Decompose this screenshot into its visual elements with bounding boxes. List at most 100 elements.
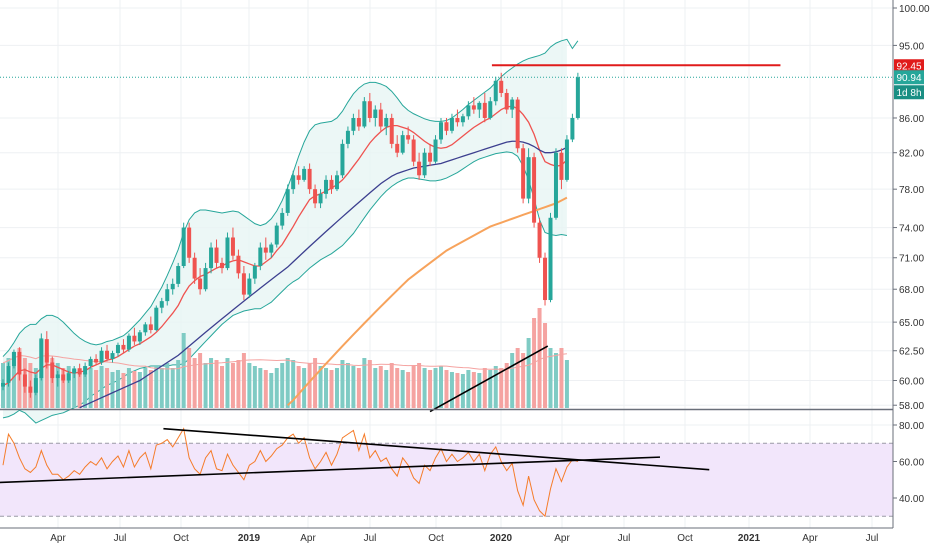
volume-bar bbox=[88, 368, 93, 408]
volume-bar bbox=[543, 323, 548, 408]
timeframe-badge: 1d 8h bbox=[896, 88, 921, 99]
volume-bar bbox=[72, 370, 77, 408]
volume-bar bbox=[356, 368, 361, 408]
candle bbox=[83, 362, 88, 377]
candle bbox=[482, 92, 487, 123]
volume-bar bbox=[334, 368, 339, 408]
candle bbox=[411, 135, 416, 167]
volume-bar bbox=[154, 366, 159, 408]
candle bbox=[105, 344, 110, 362]
volume-bar bbox=[433, 368, 438, 408]
candle bbox=[384, 113, 389, 136]
candle bbox=[526, 148, 531, 204]
candle-body bbox=[351, 117, 356, 131]
candle-body bbox=[44, 339, 49, 363]
volume-bar bbox=[99, 366, 104, 408]
candle bbox=[373, 105, 378, 127]
rsi-tick-label: 40.00 bbox=[899, 494, 924, 505]
time-tick-label: Oct bbox=[173, 533, 189, 544]
volume-bar bbox=[400, 370, 405, 408]
candle-body bbox=[302, 168, 307, 180]
volume-bar bbox=[444, 370, 449, 408]
volume-bar bbox=[559, 348, 564, 408]
volume-bar bbox=[225, 358, 230, 408]
candle bbox=[66, 370, 71, 383]
volume-bar bbox=[477, 373, 482, 408]
candle-body bbox=[417, 161, 422, 176]
timeframe-badge-background bbox=[894, 85, 924, 100]
volume-bar bbox=[209, 358, 214, 408]
volume-bar bbox=[521, 353, 526, 408]
trendline bbox=[163, 427, 710, 471]
volume-bar bbox=[313, 358, 318, 408]
volume-bar bbox=[77, 368, 82, 408]
candle bbox=[28, 380, 33, 398]
volume-bar bbox=[203, 363, 208, 408]
candle bbox=[88, 356, 93, 369]
candle-body bbox=[477, 102, 482, 110]
time-tick-label: Apr bbox=[802, 533, 818, 544]
candle bbox=[324, 175, 329, 199]
candle-body bbox=[400, 135, 405, 153]
candle bbox=[406, 126, 411, 144]
candle-body bbox=[329, 179, 334, 190]
candle-body bbox=[280, 212, 285, 226]
candle-body bbox=[148, 324, 153, 331]
last-price-label: 90.94 bbox=[896, 73, 921, 84]
candle-body bbox=[115, 344, 120, 354]
candle-body bbox=[488, 101, 493, 118]
volume-bar bbox=[449, 372, 454, 408]
candle-body bbox=[515, 99, 520, 149]
last-price-label-background bbox=[894, 70, 924, 85]
axes: 100.00 95.00 86.00 82.00 78.00 74.00 71.00 68.0… bbox=[0, 0, 930, 544]
candle-body bbox=[499, 80, 504, 93]
candle-body bbox=[176, 266, 181, 284]
candle bbox=[99, 347, 104, 365]
candle bbox=[165, 283, 170, 306]
candle-body bbox=[367, 101, 372, 118]
candlesticks bbox=[1, 72, 580, 398]
price-tick-label: 74.00 bbox=[899, 224, 924, 235]
volume-bar bbox=[455, 373, 460, 408]
candle bbox=[477, 101, 482, 118]
volume-bar bbox=[274, 368, 279, 408]
price-tick-label: 86.00 bbox=[899, 114, 924, 125]
time-tick-label: Oct bbox=[677, 533, 693, 544]
candle-body bbox=[444, 122, 449, 131]
volume-bar bbox=[192, 358, 197, 408]
candle bbox=[455, 109, 460, 127]
volume-bar bbox=[143, 368, 148, 408]
candle bbox=[504, 88, 509, 114]
candle bbox=[291, 170, 296, 194]
price-tick-label: 60.00 bbox=[899, 376, 924, 387]
candle-body bbox=[356, 117, 361, 127]
candle bbox=[510, 97, 515, 118]
candle-body bbox=[154, 307, 159, 331]
candle-body bbox=[110, 353, 115, 359]
rsi-line bbox=[2, 427, 579, 518]
volume-bar bbox=[61, 368, 66, 408]
time-tick-label: Jul bbox=[866, 533, 879, 544]
candle bbox=[515, 97, 520, 153]
candle bbox=[559, 148, 564, 190]
candle bbox=[55, 370, 60, 387]
volume-bar bbox=[329, 370, 334, 408]
candle-body bbox=[220, 262, 224, 269]
price-tick-label: 82.00 bbox=[899, 149, 924, 160]
candle bbox=[329, 175, 334, 194]
candle-body bbox=[143, 324, 148, 333]
candle bbox=[400, 130, 405, 155]
time-tick-label: Apr bbox=[300, 533, 316, 544]
candle-body bbox=[214, 247, 219, 263]
candle-body bbox=[1, 382, 5, 387]
candle-body bbox=[449, 117, 454, 131]
volume-bar bbox=[11, 353, 16, 408]
candle-body bbox=[313, 189, 318, 204]
time-tick-label: Apr bbox=[50, 533, 66, 544]
volume-bar bbox=[428, 370, 433, 408]
candle-body bbox=[192, 257, 197, 279]
volume-bar bbox=[548, 348, 553, 408]
volume-bar bbox=[269, 373, 274, 408]
candle bbox=[334, 170, 339, 192]
